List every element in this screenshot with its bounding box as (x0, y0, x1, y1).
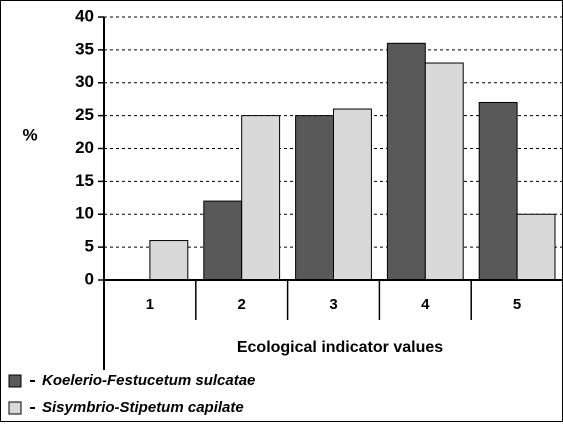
bar (333, 108, 372, 281)
x-tick-label: 4 (421, 296, 430, 313)
y-axis-label: % (22, 125, 37, 144)
x-tick-label: 2 (238, 296, 246, 313)
legend-swatch (8, 374, 22, 388)
bar (241, 115, 281, 281)
x-tick-label: 5 (513, 296, 521, 313)
bar (478, 101, 518, 281)
bar (516, 213, 556, 281)
bar (203, 200, 243, 281)
legend-swatch (8, 401, 22, 415)
y-tick-label: 5 (85, 237, 94, 256)
y-tick-label: 25 (75, 105, 94, 124)
y-tick-label: 10 (75, 204, 94, 223)
y-tick-label: 40 (75, 6, 94, 25)
y-tick-label: 15 (75, 171, 94, 190)
y-tick-label: 20 (75, 138, 94, 157)
y-tick-label: 30 (75, 72, 94, 91)
y-tick-label: 0 (85, 269, 94, 288)
bar (424, 62, 464, 281)
legend-label: Koelerio-Festucetum sulcatae (42, 372, 255, 389)
bar (386, 42, 426, 281)
bar (295, 115, 335, 281)
y-tick-label: 35 (75, 39, 94, 58)
x-tick-label: 3 (329, 296, 337, 313)
bar (149, 240, 189, 281)
legend-label: Sisymbrio-Stipetum capilate (42, 399, 244, 416)
x-axis-label: Ecological indicator values (237, 339, 443, 356)
x-tick-label: 1 (146, 296, 154, 313)
